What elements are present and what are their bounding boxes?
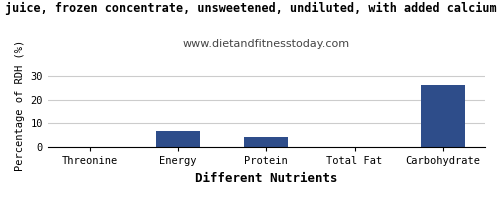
Text: juice, frozen concentrate, unsweetened, undiluted, with added calcium p: juice, frozen concentrate, unsweetened, … — [5, 2, 500, 15]
Bar — [156, 131, 200, 147]
Title: www.dietandfitnesstoday.com: www.dietandfitnesstoday.com — [182, 39, 350, 49]
X-axis label: Different Nutrients: Different Nutrients — [195, 172, 338, 185]
Bar — [420, 85, 465, 147]
Bar — [244, 137, 288, 147]
Y-axis label: Percentage of RDH (%): Percentage of RDH (%) — [15, 40, 25, 171]
